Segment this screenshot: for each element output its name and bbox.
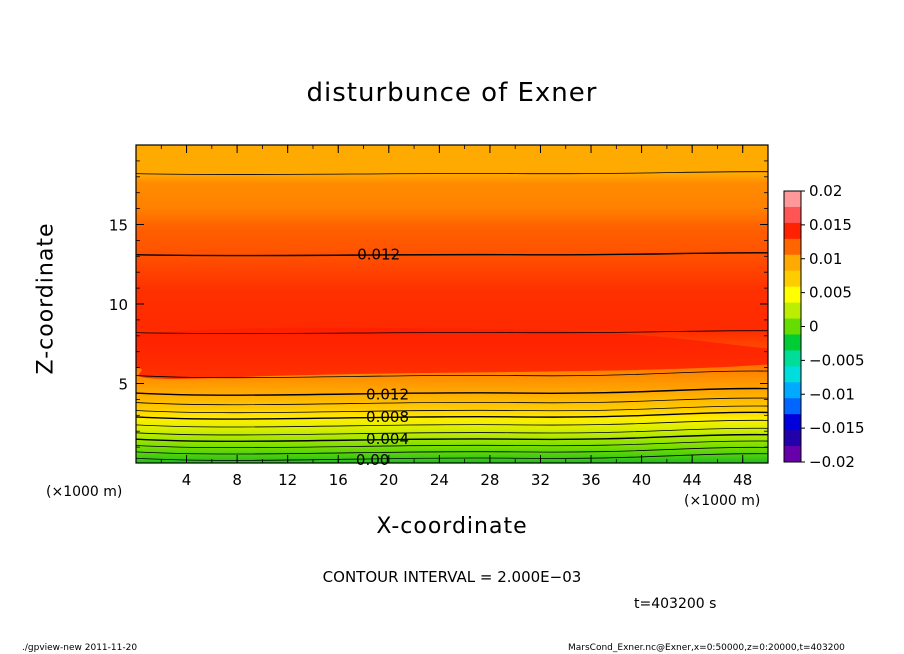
- colorbar-tick-label: −0.005: [809, 351, 865, 369]
- colorbar-band: [784, 334, 801, 351]
- colorbar-band: [784, 350, 801, 367]
- field-background: [136, 145, 768, 463]
- colorbar-tick-label: −0.02: [809, 453, 855, 471]
- x-tick-label: 28: [480, 471, 499, 489]
- x-unit-right: (×1000 m): [684, 493, 761, 509]
- contour-line: [135, 440, 769, 449]
- contour-line: [135, 330, 769, 334]
- contour-lines: [135, 171, 769, 461]
- colorbar-tick-label: 0: [809, 318, 819, 336]
- x-tick-label: 36: [581, 471, 600, 489]
- contour-label: 0.004: [366, 430, 409, 448]
- contour-field: [136, 145, 768, 463]
- y-tick-label: 10: [109, 296, 128, 314]
- contour-label: 0.008: [366, 408, 409, 426]
- x-tick-label: 12: [278, 471, 297, 489]
- field-core: [136, 327, 768, 379]
- colorbar-band: [784, 366, 801, 383]
- contour-line: [135, 370, 769, 379]
- contour-line: [135, 252, 769, 257]
- colorbar-band: [784, 430, 801, 447]
- y-tick-label: 15: [109, 217, 128, 235]
- colorbar-band: [784, 382, 801, 399]
- x-tick-label: 20: [379, 471, 398, 489]
- x-unit-left: (×1000 m): [46, 484, 123, 500]
- contour-line: [135, 427, 769, 436]
- y-axis-label: Z-coordinate: [33, 222, 59, 375]
- colorbar-band: [784, 414, 801, 431]
- colorbar-band: [784, 222, 801, 240]
- colorbar-band: [784, 302, 801, 320]
- colorbar-band: [784, 398, 801, 415]
- contour-line: [135, 397, 769, 406]
- x-axis-label: X-coordinate: [376, 514, 528, 539]
- colorbar-band: [784, 286, 801, 304]
- time-label: t=403200 s: [634, 596, 717, 612]
- contour-interval-text: CONTOUR INTERVAL = 2.000E−03: [322, 568, 582, 586]
- colorbar-tick-label: 0.005: [809, 284, 852, 302]
- colorbar-band: [784, 206, 801, 224]
- contour-line: [135, 433, 769, 442]
- contour-label: 0.00: [356, 451, 389, 469]
- x-tick-label: 16: [329, 471, 348, 489]
- contour-line: [135, 387, 769, 396]
- contour-label: 0.012: [357, 246, 400, 264]
- x-tick-label: 24: [430, 471, 449, 489]
- contour-line: [135, 411, 769, 420]
- colorbar-tick-label: 0.01: [809, 250, 842, 268]
- x-tick-label: 48: [733, 471, 752, 489]
- colorbar-band: [784, 191, 801, 208]
- colorbar: 0.02 0.015 0.01 0.005 0 −0.005 −0.01 −0.015 −0.0…: [783, 182, 865, 471]
- contour-label: 0.012: [366, 386, 409, 404]
- contour-line: [135, 446, 769, 455]
- x-tick-label: 8: [232, 471, 242, 489]
- colorbar-tick-label: −0.01: [809, 385, 855, 403]
- x-tick-label: 40: [632, 471, 651, 489]
- contour-line: [135, 171, 769, 175]
- colorbar-band: [784, 318, 801, 335]
- contour-line: [135, 419, 769, 428]
- x-tick-label: 44: [683, 471, 702, 489]
- chart-title: disturbunce of Exner: [306, 78, 598, 108]
- colorbar-band: [784, 254, 801, 272]
- colorbar-tick-label: 0.02: [809, 182, 842, 200]
- x-tick-label: 32: [531, 471, 550, 489]
- colorbar-tick-label: 0.015: [809, 216, 852, 234]
- y-tick-label: 5: [118, 376, 128, 394]
- colorbar-band: [784, 446, 801, 463]
- colorbar-band: [784, 270, 801, 288]
- colorbar-tick-label: −0.015: [809, 419, 865, 437]
- contour-line: [135, 453, 769, 461]
- contour-line: [135, 405, 769, 414]
- footer-left: ./gpview-new 2011-11-20: [22, 643, 138, 653]
- contour-labels: 0.012 0.012 0.008 0.004 0.00: [356, 246, 409, 469]
- x-tick-label: 4: [182, 471, 192, 489]
- footer-right: MarsCond_Exner.nc@Exner,x=0:50000,z=0:20…: [568, 643, 845, 653]
- colorbar-band: [784, 238, 801, 256]
